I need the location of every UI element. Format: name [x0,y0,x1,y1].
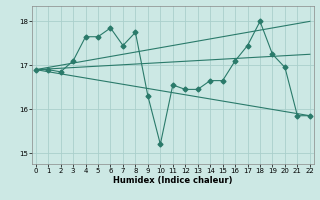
X-axis label: Humidex (Indice chaleur): Humidex (Indice chaleur) [113,176,233,185]
